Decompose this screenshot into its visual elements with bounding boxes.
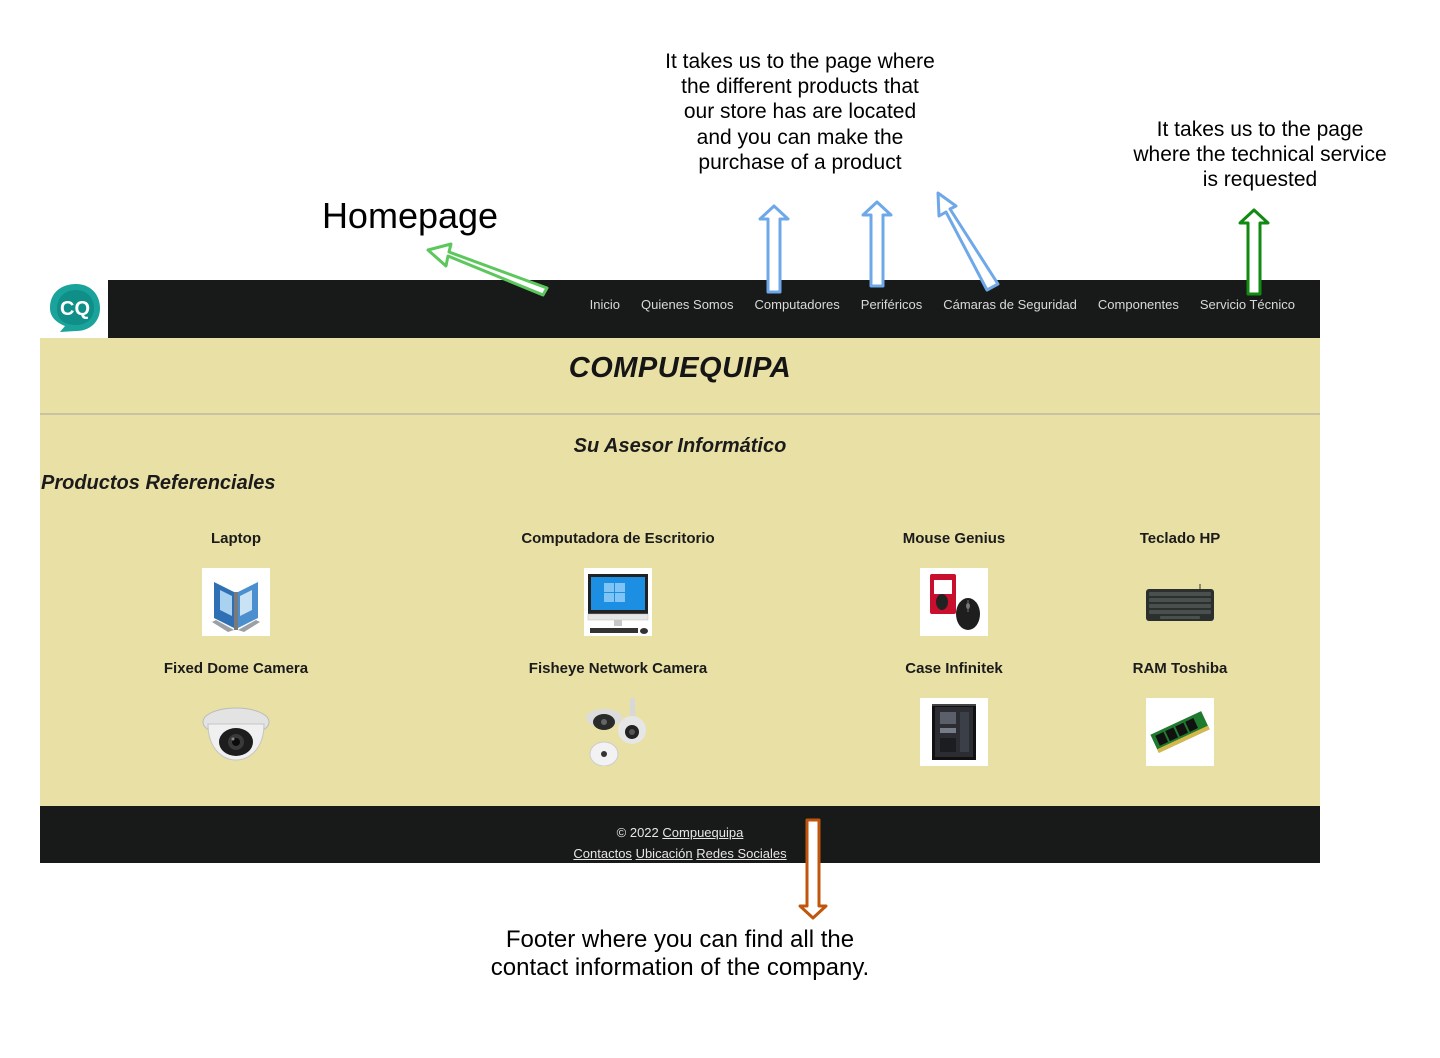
nav-link-componentes[interactable]: Componentes: [1097, 296, 1179, 312]
annotation-footer: Footer where you can find all the contac…: [490, 926, 870, 982]
nav-link-computadores[interactable]: Computadores: [754, 296, 840, 312]
annotation-technical-service: It takes us to the page where the techni…: [1133, 118, 1387, 192]
annotation-products: It takes us to the page where the differ…: [665, 50, 935, 174]
product-card-fisheye-network-camera[interactable]: Fisheye Network Camera: [468, 660, 768, 767]
ram-module-icon: [1146, 698, 1214, 766]
logo[interactable]: CQ: [40, 280, 108, 338]
fisheye-camera-icon: [584, 698, 652, 767]
website-frame: CQ Inicio Quienes Somos Computadores Per…: [40, 280, 1320, 863]
product-card-case-infinitek[interactable]: Case Infinitek: [804, 660, 1104, 766]
nav-link-camaras-de-seguridad[interactable]: Cámaras de Seguridad: [943, 296, 1077, 312]
product-name: Mouse Genius: [902, 530, 1006, 547]
footer-copyright: © 2022 Compuequipa: [40, 825, 1320, 840]
brand-title: COMPUEQUIPA: [568, 352, 792, 384]
logo-icon: CQ: [50, 284, 100, 332]
nav-link-inicio[interactable]: Inicio: [589, 296, 620, 312]
laptop-icon: [202, 568, 270, 636]
tagline: Su Asesor Informático: [573, 435, 787, 457]
nav-link-servicio-tecnico[interactable]: Servicio Técnico: [1199, 296, 1295, 312]
arrow-camaras-icon: [936, 191, 1000, 292]
nav-links: Inicio Quienes Somos Computadores Perifé…: [590, 280, 1295, 328]
product-name: RAM Toshiba: [1132, 660, 1228, 677]
copyright-text: © 2022: [616, 825, 663, 840]
dome-camera-icon: [202, 698, 270, 766]
pc-case-icon: [920, 698, 988, 766]
product-name: Teclado HP: [1139, 530, 1221, 547]
keyboard-icon: [1146, 568, 1214, 636]
section-title: Productos Referenciales: [41, 472, 276, 494]
product-name: Fixed Dome Camera: [163, 660, 309, 677]
divider: [40, 413, 1320, 415]
product-card-laptop[interactable]: Laptop: [86, 530, 386, 636]
product-card-ram-toshiba[interactable]: RAM Toshiba: [1030, 660, 1330, 766]
footer-link-contactos[interactable]: Contactos: [573, 846, 632, 861]
footer-link-redes-sociales[interactable]: Redes Sociales: [696, 846, 787, 861]
footer-link-compuequipa[interactable]: Compuequipa: [662, 825, 744, 840]
product-name: Fisheye Network Camera: [528, 660, 708, 677]
nav-link-perifericos[interactable]: Periféricos: [860, 296, 923, 312]
nav-link-quienes-somos[interactable]: Quienes Somos: [641, 296, 734, 312]
product-name: Laptop: [211, 530, 261, 547]
arrow-perifericos-icon: [861, 200, 893, 288]
footer: © 2022 Compuequipa Contactos Ubicación R…: [40, 806, 1320, 863]
product-card-fixed-dome-camera[interactable]: Fixed Dome Camera: [86, 660, 386, 766]
mouse-icon: [920, 568, 988, 636]
footer-link-ubicacion[interactable]: Ubicación: [635, 846, 693, 861]
footer-links: Contactos Ubicación Redes Sociales: [40, 846, 1320, 861]
product-card-mouse-genius[interactable]: Mouse Genius: [804, 530, 1104, 636]
navbar: CQ Inicio Quienes Somos Computadores Per…: [40, 280, 1320, 338]
desktop-computer-icon: [584, 568, 652, 636]
product-name: Case Infinitek: [905, 660, 1003, 677]
annotation-homepage: Homepage: [321, 195, 499, 236]
product-name: Computadora de Escritorio: [521, 530, 715, 547]
product-card-teclado-hp[interactable]: Teclado HP: [1030, 530, 1330, 636]
svg-text:CQ: CQ: [60, 298, 90, 320]
product-card-computadora-de-escritorio[interactable]: Computadora de Escritorio: [468, 530, 768, 636]
